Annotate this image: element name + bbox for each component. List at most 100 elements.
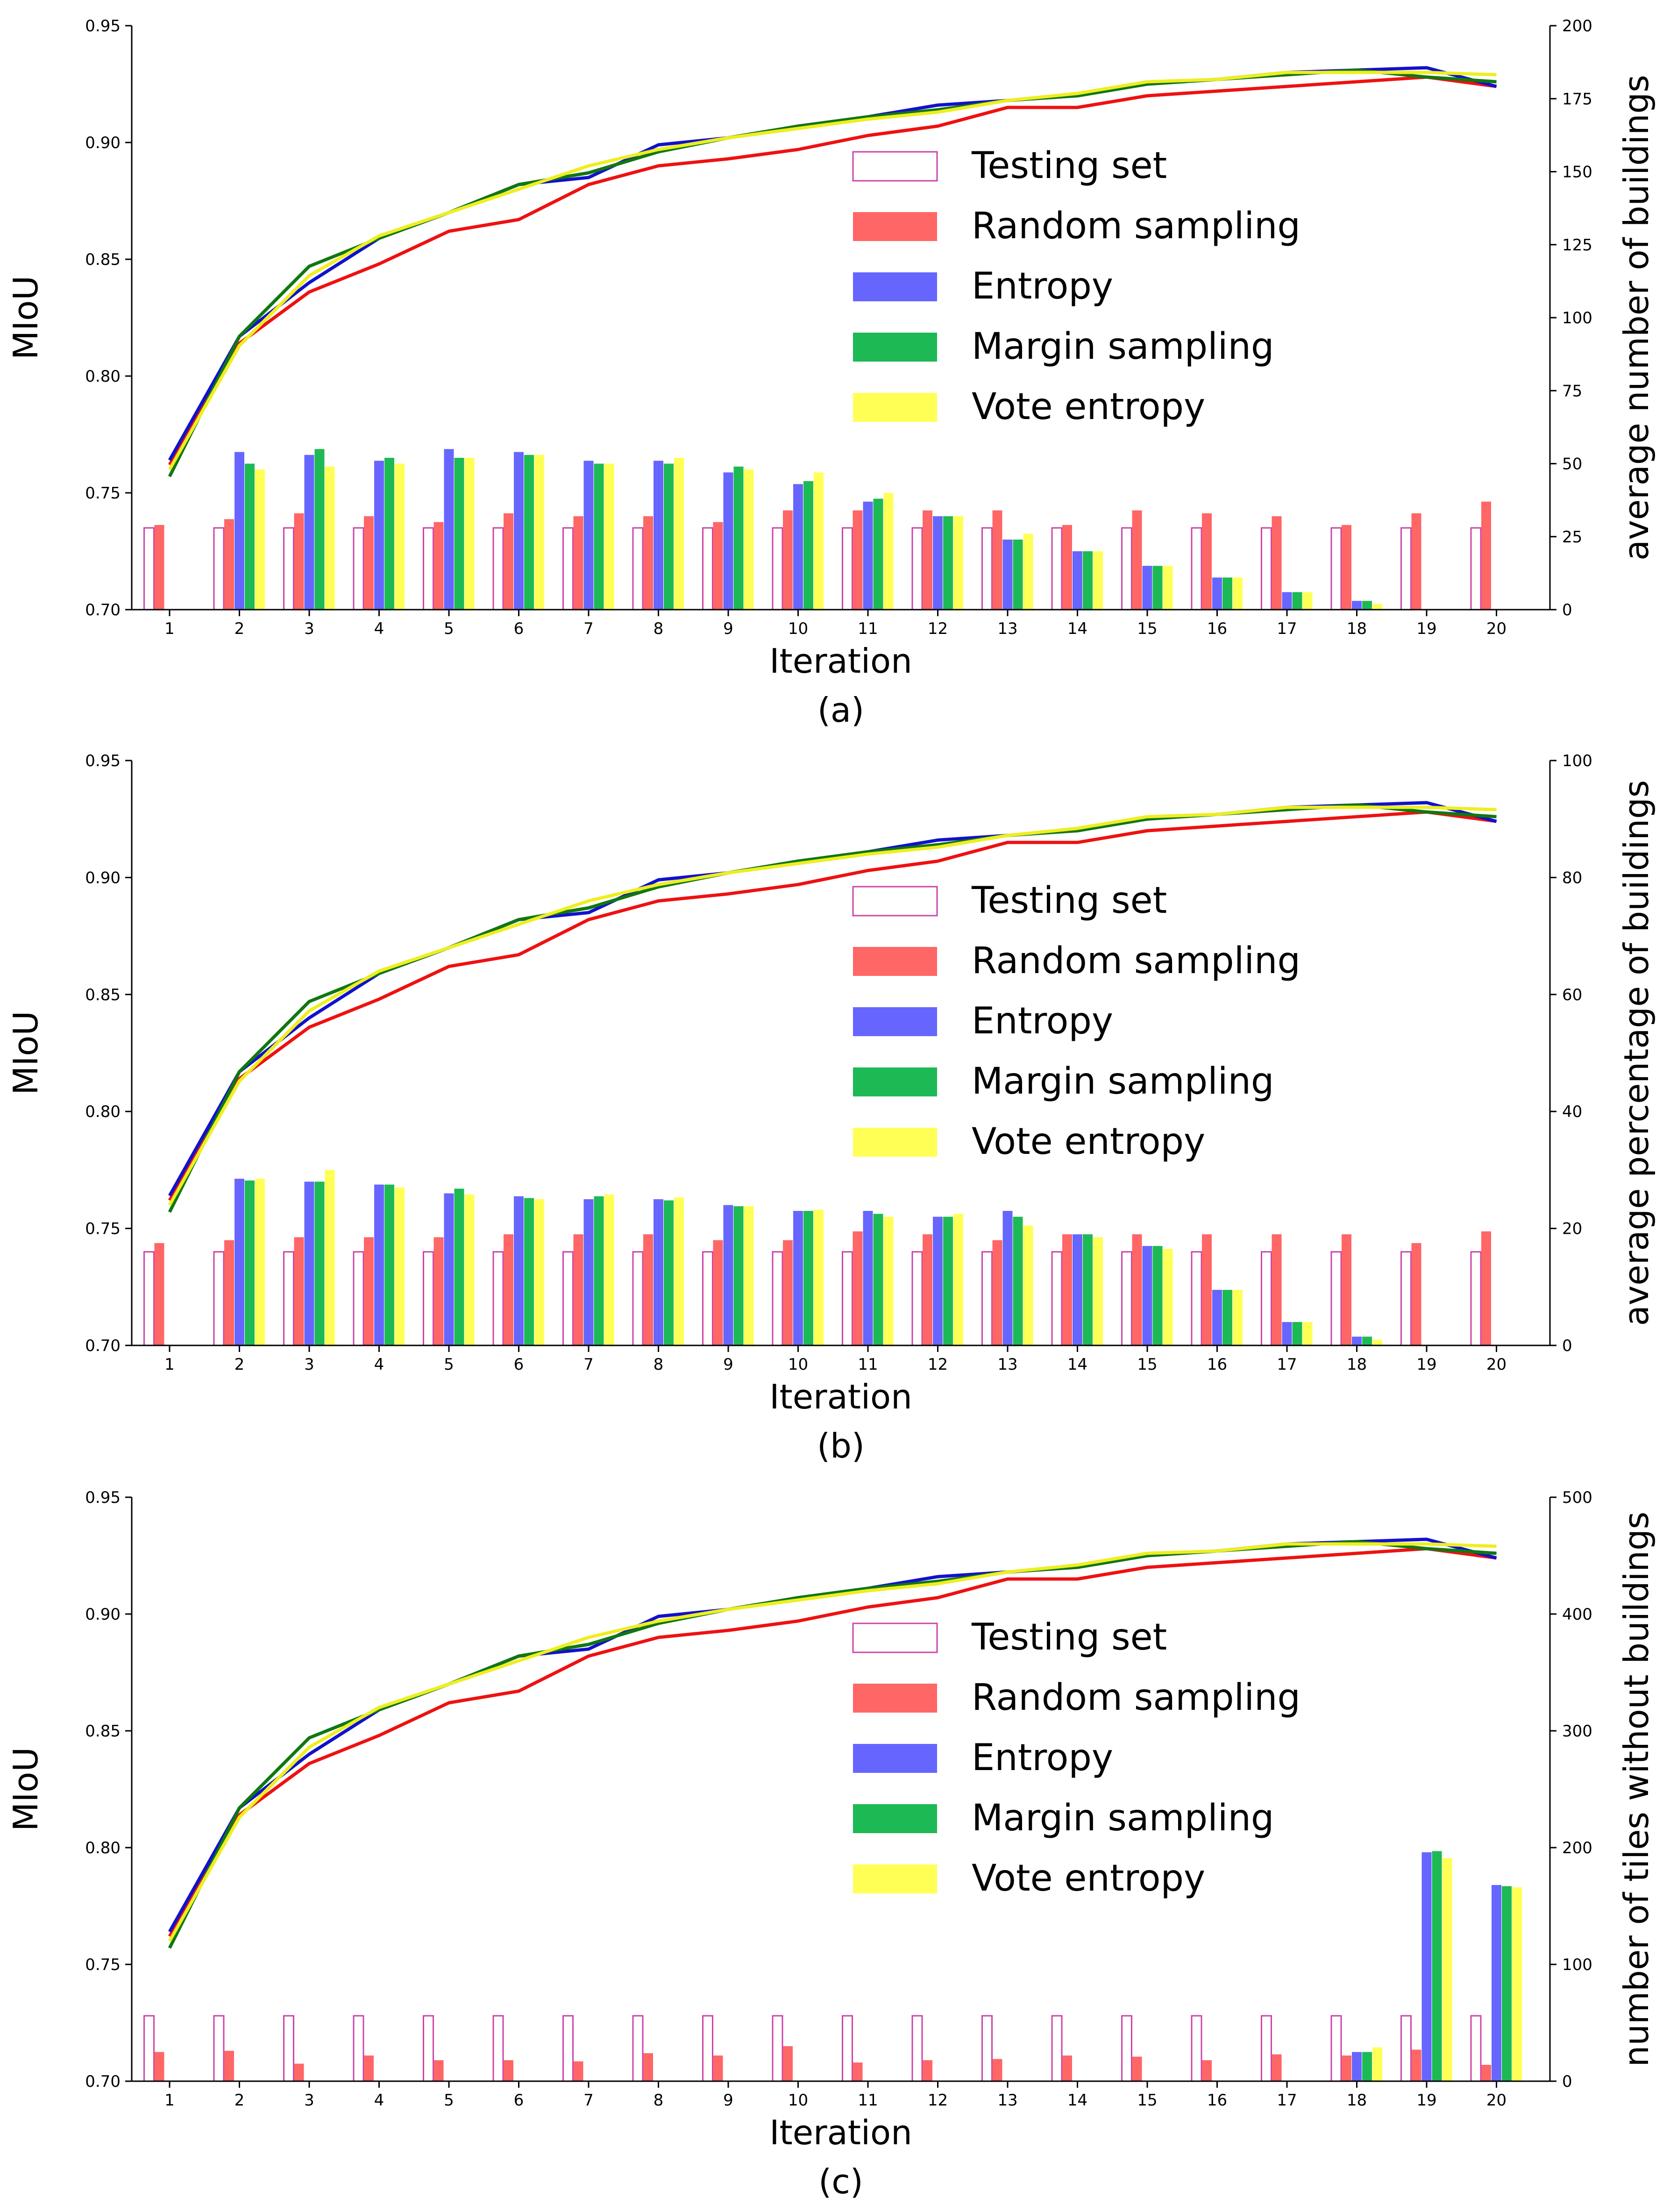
bar-entropy-19 xyxy=(1421,1852,1432,2081)
bar-vote-16 xyxy=(1233,577,1243,610)
series-line-margin xyxy=(168,68,1497,477)
bar-random-13 xyxy=(992,510,1002,610)
bar-testing-17 xyxy=(1261,527,1272,611)
bar-random-16 xyxy=(1202,513,1212,610)
legend: Testing set Random sampling Entropy Margin … xyxy=(852,1616,1300,1899)
y-right-tick-label: 125 xyxy=(1562,236,1592,255)
bar-testing-1 xyxy=(143,1251,155,1346)
bar-testing-19 xyxy=(1400,2015,1412,2082)
x-axis-label: Iteration xyxy=(769,1377,912,1416)
bar-testing-10 xyxy=(772,2015,783,2082)
bar-margin-17 xyxy=(1292,592,1302,610)
x-tick-label: 3 xyxy=(304,2091,314,2110)
y-right-tick-label: 0 xyxy=(1562,601,1572,619)
bar-random-7 xyxy=(573,516,583,610)
bar-testing-15 xyxy=(1121,2015,1132,2082)
y-right-tick-label: 60 xyxy=(1562,986,1582,1004)
bar-entropy-11 xyxy=(863,1211,873,1345)
y-axis-label-right: number of tiles without buildings xyxy=(1617,1512,1656,2067)
bar-testing-19 xyxy=(1400,1251,1412,1346)
bar-vote-18 xyxy=(1372,1339,1382,1345)
x-tick-label: 1 xyxy=(164,2091,175,2110)
bar-testing-11 xyxy=(842,1251,853,1346)
legend-swatch-vote xyxy=(853,393,937,422)
panel-label: (b) xyxy=(817,1426,865,1465)
bar-margin-2 xyxy=(245,463,255,610)
bar-margin-14 xyxy=(1083,1234,1093,1345)
bar-random-11 xyxy=(853,510,863,610)
bar-entropy-3 xyxy=(304,455,314,610)
y-right-tick-label: 400 xyxy=(1562,1605,1592,1624)
bar-testing-5 xyxy=(423,1251,434,1346)
bar-random-17 xyxy=(1272,2054,1282,2081)
bar-random-6 xyxy=(504,513,513,610)
bar-entropy-16 xyxy=(1212,577,1222,610)
bar-random-6 xyxy=(504,2060,513,2081)
x-tick-label: 14 xyxy=(1067,619,1087,638)
x-tick-label: 10 xyxy=(788,619,808,638)
bar-random-19 xyxy=(1411,1243,1421,1345)
bar-vote-7 xyxy=(604,463,614,610)
x-tick-label: 8 xyxy=(654,619,664,638)
bar-entropy-20 xyxy=(1492,1885,1501,2081)
bar-random-3 xyxy=(294,2063,304,2081)
bar-margin-9 xyxy=(733,466,744,610)
x-tick-label: 13 xyxy=(997,619,1017,638)
bar-vote-20 xyxy=(1512,1887,1522,2081)
bar-vote-8 xyxy=(674,1197,684,1345)
x-tick-label: 18 xyxy=(1347,619,1367,638)
bar-random-19 xyxy=(1411,2049,1421,2081)
bar-random-15 xyxy=(1132,510,1142,610)
bar-testing-8 xyxy=(632,1251,644,1346)
bar-testing-18 xyxy=(1330,2015,1342,2082)
bar-margin-7 xyxy=(594,1196,604,1345)
bar-entropy-8 xyxy=(654,1199,663,1345)
bar-margin-16 xyxy=(1222,1290,1232,1345)
x-tick-label: 4 xyxy=(374,1355,384,1374)
bar-margin-2 xyxy=(245,1180,255,1345)
y-tick-label: 0.75 xyxy=(85,1220,121,1238)
x-tick-label: 7 xyxy=(583,619,594,638)
bar-testing-20 xyxy=(1470,2015,1482,2082)
bar-margin-8 xyxy=(664,463,674,610)
legend-label-vote: Vote entropy xyxy=(972,1121,1205,1163)
bar-random-1 xyxy=(154,2052,164,2081)
x-tick-label: 2 xyxy=(235,2091,245,2110)
x-tick-label: 9 xyxy=(723,2091,733,2110)
bar-entropy-18 xyxy=(1352,1337,1362,1345)
legend-label-testing: Testing set xyxy=(971,880,1167,922)
series-line-margin xyxy=(168,803,1497,1213)
bar-testing-17 xyxy=(1261,1251,1272,1346)
y-tick-label: 0.90 xyxy=(85,1605,121,1624)
legend-swatch-random xyxy=(853,212,937,241)
bar-vote-18 xyxy=(1372,2047,1382,2081)
bar-testing-10 xyxy=(772,527,783,611)
x-tick-label: 16 xyxy=(1207,619,1227,638)
x-tick-label: 4 xyxy=(374,2091,384,2110)
line-layer xyxy=(168,66,1497,477)
bar-entropy-16 xyxy=(1212,1290,1222,1345)
bar-random-18 xyxy=(1342,2056,1351,2081)
x-tick-label: 7 xyxy=(583,2091,594,2110)
y-right-tick-label: 0 xyxy=(1562,2072,1572,2091)
bar-random-2 xyxy=(224,519,234,610)
bar-random-12 xyxy=(923,1234,932,1345)
bar-testing-13 xyxy=(981,1251,993,1346)
panel-a: 0.700.750.800.850.900.950255075100125150… xyxy=(6,17,1656,730)
bar-random-17 xyxy=(1272,1234,1282,1345)
bar-vote-12 xyxy=(953,516,963,610)
bar-entropy-17 xyxy=(1282,1322,1292,1345)
bar-margin-5 xyxy=(454,1188,464,1345)
bar-margin-12 xyxy=(943,1216,953,1345)
bar-random-20 xyxy=(1481,2065,1491,2081)
y-tick-label: 0.95 xyxy=(85,752,121,770)
y-axis-label: MIoU xyxy=(6,1747,45,1831)
x-tick-label: 1 xyxy=(164,1355,175,1374)
bar-random-20 xyxy=(1481,1231,1491,1345)
x-tick-label: 16 xyxy=(1207,2091,1227,2110)
bar-random-2 xyxy=(224,2051,234,2081)
legend-label-random: Random sampling xyxy=(972,205,1300,247)
bar-entropy-13 xyxy=(1002,1211,1013,1345)
bar-testing-9 xyxy=(702,2015,713,2082)
line-layer xyxy=(168,1537,1497,1949)
